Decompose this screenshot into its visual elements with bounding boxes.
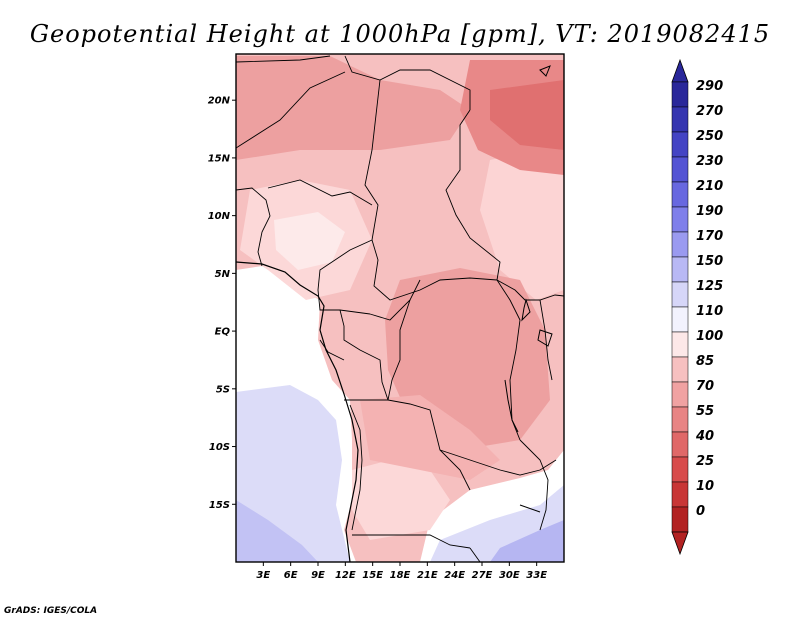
field-sw-100 <box>352 460 450 540</box>
colorbar: 2902702502302101901701501251101008570554… <box>671 58 723 556</box>
colorbar-bottom-arrow <box>671 531 689 556</box>
colorbar-swatch <box>671 506 689 533</box>
x-tick-label: 24E <box>444 570 465 581</box>
colorbar-label: 10 <box>696 479 714 494</box>
colorbar-swatch <box>671 181 689 208</box>
grads-credit: GrADS: IGES/COLA <box>4 606 97 616</box>
x-tick-label: 9E <box>311 570 325 581</box>
x-tick-label: 3E <box>256 570 270 581</box>
y-tick-label: EQ <box>215 327 231 338</box>
x-tick-label: 12E <box>335 570 356 581</box>
y-tick-label: 5N <box>215 269 231 280</box>
field-east-100 <box>480 150 564 300</box>
y-tick-label: 15S <box>209 500 230 511</box>
y-tick-label: 15N <box>208 153 231 164</box>
colorbar-swatch <box>671 206 689 233</box>
colorbar-swatch <box>671 231 689 258</box>
x-tick-label: 18E <box>390 570 411 581</box>
field-ocean-125 <box>236 385 350 562</box>
colorbar-swatch <box>671 406 689 433</box>
colorbar-label: 25 <box>696 454 714 469</box>
field-south-150 <box>490 520 564 562</box>
x-tick-label: 30E <box>499 570 520 581</box>
colorbar-label: 250 <box>696 129 723 144</box>
colorbar-label: 85 <box>696 354 714 369</box>
colorbar-label: 270 <box>696 104 723 119</box>
x-tick-label: 27E <box>472 570 493 581</box>
colorbar-swatch <box>671 431 689 458</box>
colorbar-swatch <box>671 156 689 183</box>
colorbar-swatch <box>671 256 689 283</box>
colorbar-swatch <box>671 281 689 308</box>
colorbar-top-arrow <box>671 58 689 83</box>
y-tick-label: 10N <box>208 211 231 222</box>
colorbar-label: 150 <box>696 254 723 269</box>
coastline <box>236 261 359 562</box>
colorbar-swatch <box>671 381 689 408</box>
colorbar-label: 290 <box>696 79 723 94</box>
colorbar-label: 170 <box>696 229 723 244</box>
lakes <box>504 65 553 513</box>
colorbar-swatch <box>671 106 689 133</box>
x-tick-label: 21E <box>417 570 438 581</box>
colorbar-label: 100 <box>696 329 723 344</box>
x-tick-label: 33E <box>526 570 547 581</box>
chart-title: Geopotential Height at 1000hPa [gpm], VT… <box>30 20 770 48</box>
y-tick-label: 10S <box>209 442 230 453</box>
x-tick-label: 15E <box>362 570 383 581</box>
field-ne-55 <box>490 80 564 150</box>
y-tick-label: 5S <box>216 384 230 395</box>
colorbar-label: 0 <box>696 504 705 519</box>
map-area <box>236 54 564 562</box>
colorbar-swatch <box>671 331 689 358</box>
y-tick-label: 20N <box>208 96 231 107</box>
colorbar-swatch <box>671 456 689 483</box>
colorbar-label: 40 <box>695 429 714 444</box>
colorbar-label: 230 <box>696 154 723 169</box>
colorbar-label: 210 <box>696 179 723 194</box>
field-ocean-150 <box>236 500 318 562</box>
x-tick-label: 6E <box>284 570 298 581</box>
field-west-110 <box>274 212 345 270</box>
colorbar-label: 70 <box>696 379 714 394</box>
colorbar-label: 55 <box>696 404 714 419</box>
colorbar-swatch <box>671 306 689 333</box>
colorbar-swatch <box>671 81 689 108</box>
colorbar-label: 110 <box>696 304 723 319</box>
colorbar-label: 125 <box>696 279 723 294</box>
field-sahel-70 <box>236 56 470 160</box>
colorbar-swatch <box>671 131 689 158</box>
axis-ticks: 3E 6E 9E 12E 15E 18E 21E 24E 27E 30E 33E 20N 15N 10N 5… <box>208 96 548 581</box>
colorbar-swatch <box>671 356 689 383</box>
colorbar-label: 190 <box>696 204 723 219</box>
colorbar-swatch <box>671 481 689 508</box>
